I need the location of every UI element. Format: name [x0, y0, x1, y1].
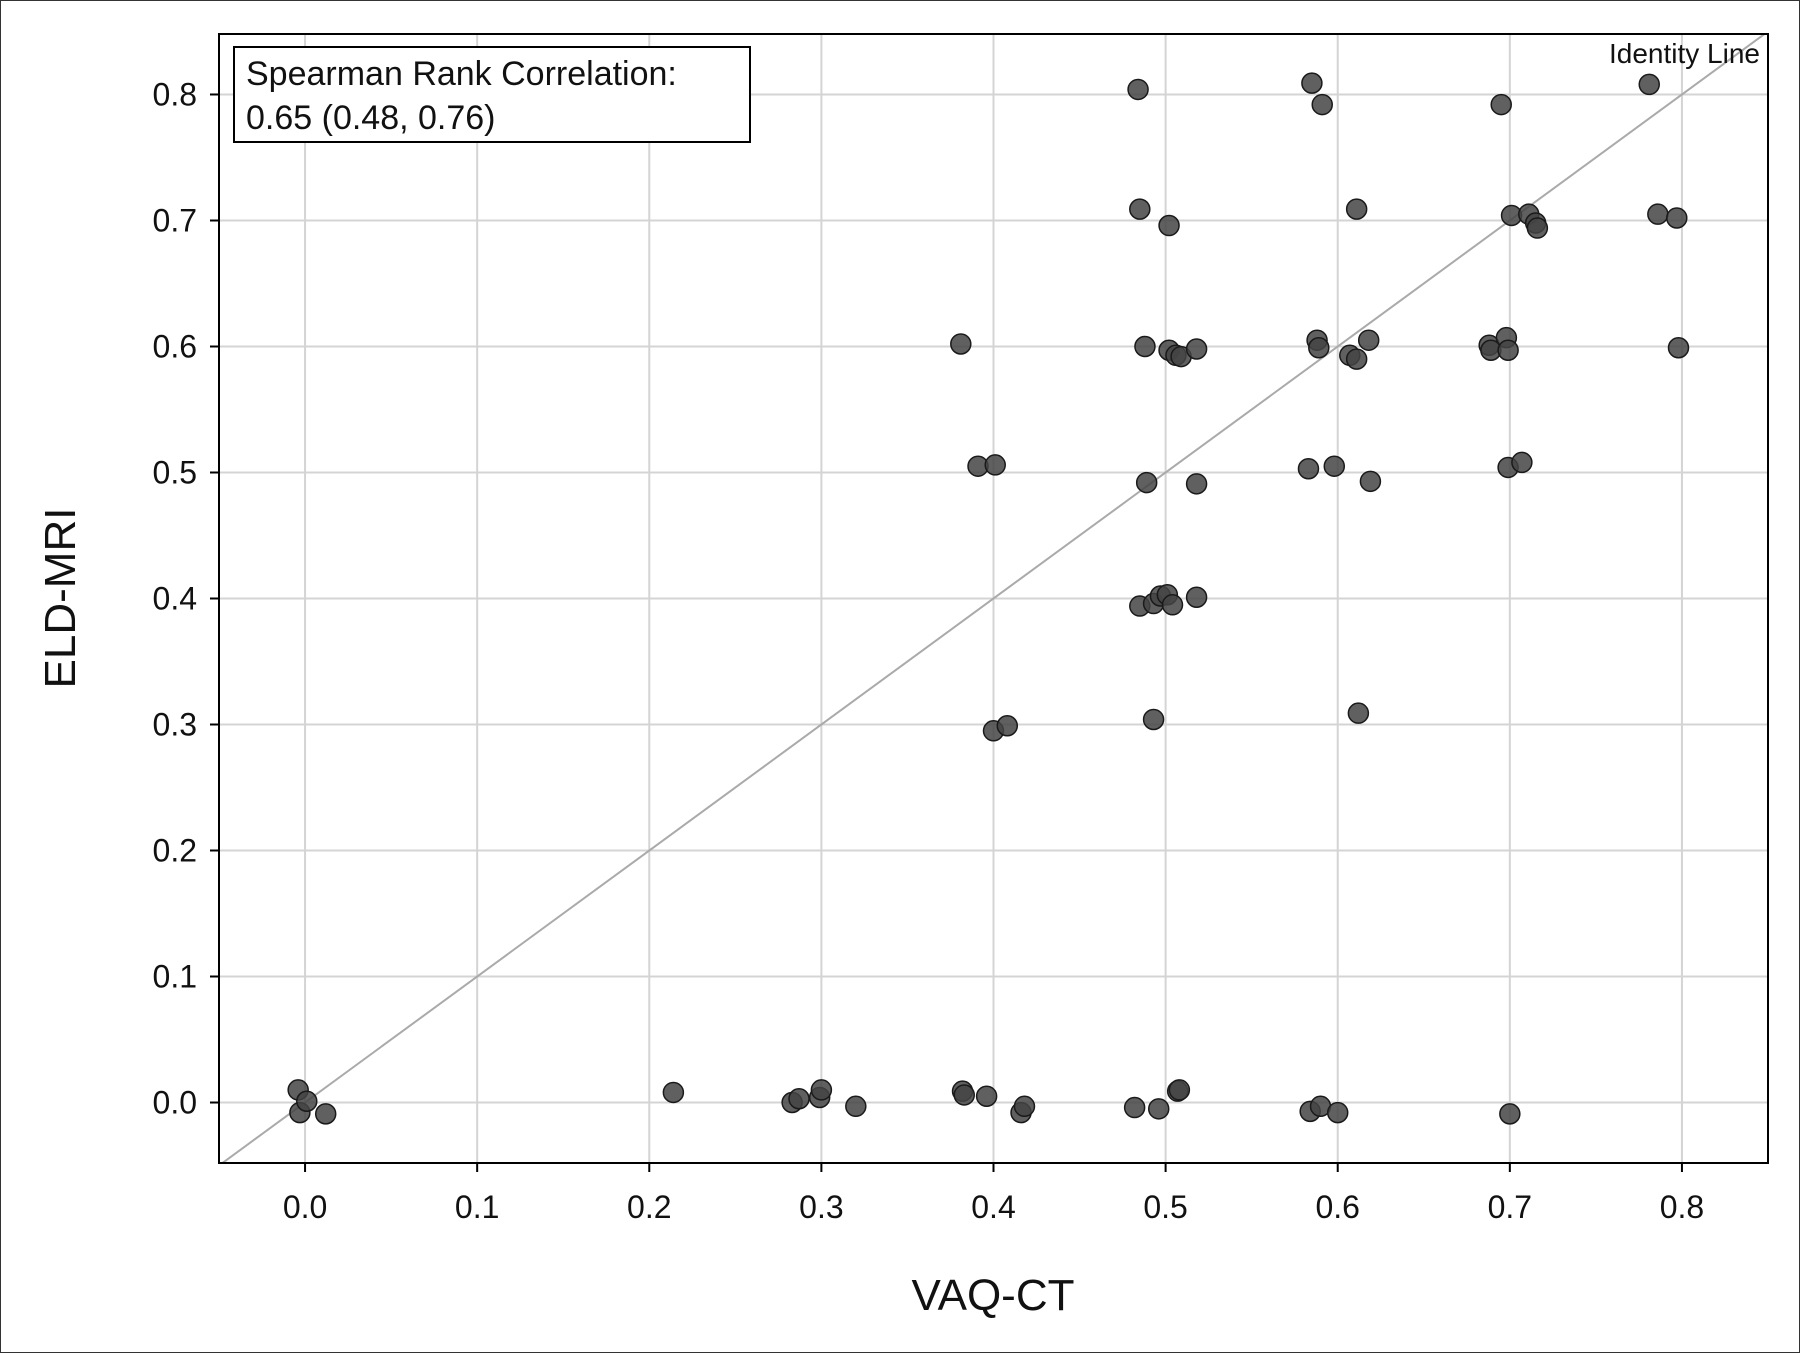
data-point — [1345, 348, 1368, 370]
data-point — [1357, 329, 1380, 351]
y-tick-label: 0.4 — [153, 581, 197, 617]
x-tick-label: 0.8 — [1660, 1189, 1704, 1225]
data-point — [1185, 473, 1208, 495]
data-point — [845, 1095, 867, 1118]
data-point — [1345, 198, 1368, 220]
data-point — [996, 715, 1019, 737]
data-point — [1297, 457, 1320, 480]
y-tick-label: 0.5 — [153, 454, 197, 490]
correlation-annotation: Spearman Rank Correlation: 0.65 (0.48, 0… — [233, 46, 751, 143]
data-point — [1147, 1098, 1170, 1120]
x-tick-label: 0.2 — [627, 1189, 671, 1225]
identity-line-label: Identity Line — [1609, 38, 1760, 69]
data-point — [953, 1084, 975, 1106]
data-point — [1158, 214, 1180, 237]
x-tick-label: 0.3 — [799, 1189, 843, 1225]
y-tick-label: 0.3 — [153, 707, 197, 743]
data-point — [1308, 337, 1330, 359]
annotation-box — [233, 46, 751, 143]
data-point — [1129, 198, 1151, 220]
data-point — [1013, 1095, 1036, 1118]
data-point — [1161, 594, 1184, 616]
y-tick-label: 0.7 — [153, 202, 197, 238]
data-point — [1666, 207, 1688, 229]
data-point — [662, 1081, 685, 1104]
data-point — [1490, 93, 1512, 116]
data-point — [1134, 335, 1156, 358]
x-tick-label: 0.6 — [1315, 1189, 1359, 1225]
data-point — [1647, 203, 1669, 225]
data-point — [1142, 708, 1165, 731]
data-point — [296, 1090, 318, 1113]
data-point — [1347, 702, 1370, 724]
data-point — [1638, 73, 1660, 96]
data-point — [788, 1087, 810, 1110]
data-point — [984, 454, 1006, 476]
annotation-line-1: Spearman Rank Correlation: — [246, 55, 677, 93]
x-axis-title: VAQ-CT — [912, 1271, 1075, 1320]
data-point — [1168, 1079, 1191, 1101]
data-point — [1127, 78, 1149, 101]
y-tick-label: 0.0 — [153, 1085, 197, 1121]
y-tick-label: 0.8 — [153, 76, 197, 112]
data-point — [1511, 451, 1533, 474]
y-tick-label: 0.6 — [153, 328, 197, 364]
data-point — [1301, 72, 1323, 94]
x-tick-label: 0.0 — [283, 1189, 327, 1225]
data-point — [1359, 470, 1382, 493]
data-point — [314, 1103, 337, 1125]
x-tick-label: 0.5 — [1143, 1189, 1187, 1225]
y-tick-labels: 0.0 0.1 0.2 0.3 0.4 0.5 0.6 0.7 0.8 — [153, 76, 219, 1121]
y-axis-title: ELD-MRI — [36, 508, 85, 689]
data-point — [1526, 217, 1549, 239]
x-tick-label: 0.1 — [455, 1189, 499, 1225]
data-point — [950, 333, 972, 355]
data-point — [1667, 337, 1690, 359]
data-point — [810, 1079, 833, 1101]
data-point — [1497, 339, 1519, 362]
data-points — [287, 72, 1690, 1125]
data-point — [1323, 455, 1346, 477]
data-point — [1326, 1101, 1349, 1124]
data-point — [1185, 338, 1208, 360]
x-tick-label: 0.7 — [1488, 1189, 1532, 1225]
data-point — [1499, 1103, 1521, 1125]
data-point — [975, 1085, 998, 1107]
x-tick-label: 0.4 — [971, 1189, 1015, 1225]
data-point — [1135, 471, 1158, 494]
y-tick-label: 0.1 — [153, 959, 197, 995]
data-point — [1185, 586, 1208, 608]
annotation-line-2: 0.65 (0.48, 0.76) — [246, 99, 496, 137]
data-point — [1311, 93, 1333, 116]
y-tick-label: 0.2 — [153, 833, 197, 869]
data-point — [1123, 1096, 1146, 1119]
x-tick-labels: 0.0 0.1 0.2 0.3 0.4 0.5 0.6 0.7 0.8 — [283, 1163, 1704, 1225]
